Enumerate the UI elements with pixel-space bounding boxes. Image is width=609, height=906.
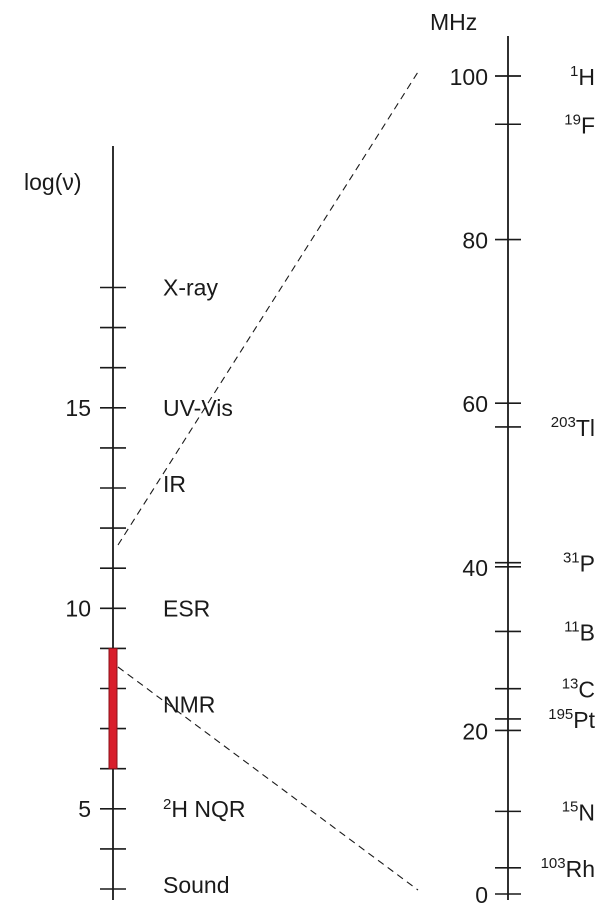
upper-connector-line (117, 71, 419, 546)
nucleus-label: 103Rh (541, 855, 595, 882)
nucleus-labels: 1H 19F 203Tl 31P 11B 13C 195Pt 15N 103Rh (541, 63, 596, 882)
nmr-band-highlight (108, 647, 118, 770)
region-label: X-ray (163, 275, 218, 301)
region-label: ESR (163, 595, 210, 621)
nucleus-label: 1H (570, 63, 595, 90)
nucleus-label: 195Pt (548, 706, 595, 733)
log-axis-tick-label: 10 (65, 595, 91, 621)
mhz-tick-label: 20 (462, 718, 488, 744)
nucleus-label: 31P (563, 550, 595, 577)
lower-connector-line (117, 666, 419, 891)
mhz-axis-tick-labels: 0 20 40 60 80 100 (450, 64, 488, 906)
region-label: Sound (163, 872, 230, 898)
nucleus-label: 13C (562, 676, 595, 703)
mhz-tick-label: 0 (475, 882, 488, 906)
nucleus-label: 15N (562, 798, 595, 825)
log-axis-tick-label: 5 (78, 796, 91, 822)
region-label: 2H NQR (163, 796, 245, 822)
region-label: NMR (163, 692, 215, 718)
log-axis-tick-label: 15 (65, 395, 91, 421)
mhz-axis: MHz 0 20 40 60 80 100 1H 19F 203Tl 31P 11B 13C 195P… (430, 9, 596, 906)
mhz-tick-label: 60 (462, 391, 488, 417)
mhz-axis-unit: MHz (430, 9, 477, 35)
zoom-connector-lines (117, 71, 419, 891)
log-frequency-axis: log(ν) 5 10 15 X-ray UV-Vis IR ESR NMR 2H NQR So… (24, 146, 245, 900)
log-axis-title: log(ν) (24, 169, 82, 195)
mhz-tick-label: 80 (462, 228, 488, 254)
nucleus-label: 203Tl (551, 414, 595, 441)
mhz-tick-label: 100 (450, 64, 488, 90)
log-axis-tick-labels: 5 10 15 (65, 395, 91, 822)
spectroscopy-region-labels: X-ray UV-Vis IR ESR NMR 2H NQR Sound (163, 275, 245, 898)
mhz-axis-ticks (495, 75, 521, 895)
mhz-tick-label: 40 (462, 555, 488, 581)
nucleus-label: 11B (564, 618, 595, 645)
nucleus-label: 19F (564, 111, 595, 138)
region-label: IR (163, 471, 186, 497)
region-label: UV-Vis (163, 395, 233, 421)
